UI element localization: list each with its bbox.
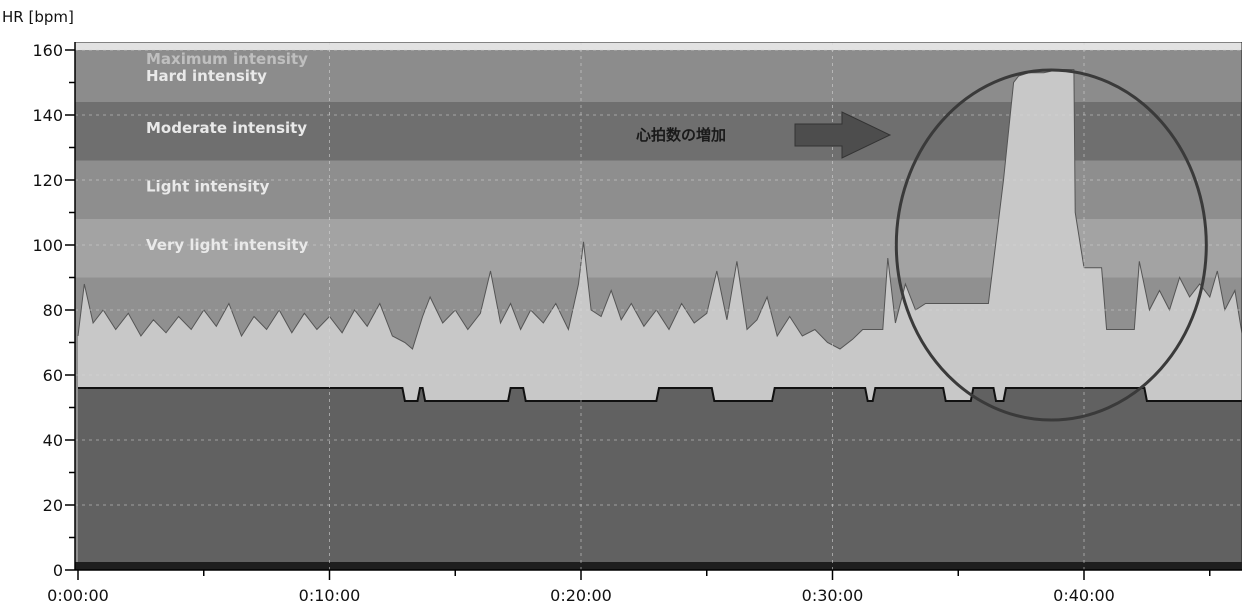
x-tick-label-4: 0:40:00 (1053, 586, 1115, 605)
y-tick-label-140: 140 (32, 106, 63, 125)
x-axis: 0:00:00 0:10:00 0:20:00 0:30:00 0:40:00 (47, 569, 1242, 605)
y-tick-label-120: 120 (32, 171, 63, 190)
highlight-ellipse (894, 68, 1208, 422)
x-tick-label-1: 0:10:00 (299, 586, 361, 605)
y-tick-label-160: 160 (32, 41, 63, 60)
hr-line (77, 69, 1242, 350)
zone-label-0: Maximum intensity (146, 50, 308, 68)
zone-label-1: Hard intensity (146, 67, 267, 85)
y-tick-label-0: 0 (53, 561, 63, 580)
y-tick-label-20: 20 (43, 496, 63, 515)
step-line (78, 387, 1242, 402)
annotation-text: 心拍数の増加 (636, 126, 726, 144)
zone-label-2: Moderate intensity (146, 119, 307, 137)
y-axis-title: HR [bpm] (2, 8, 74, 26)
y-tick-label-80: 80 (43, 301, 63, 320)
bottom-strip (75, 562, 1242, 570)
zone-label-4: Very light intensity (146, 236, 309, 254)
y-tick-label-40: 40 (43, 431, 63, 450)
x-tick-label-0: 0:00:00 (47, 586, 109, 605)
y-tick-label-100: 100 (32, 236, 63, 255)
y-tick-label-60: 60 (43, 366, 63, 385)
x-tick-label-3: 0:30:00 (802, 586, 864, 605)
annotation-arrow-icon (794, 111, 892, 159)
lower-band-fill (78, 388, 1242, 570)
zone-band-0 (75, 42, 1242, 50)
zone-label-3: Light intensity (146, 178, 270, 196)
x-tick-label-2: 0:20:00 (550, 586, 612, 605)
y-axis: 0 20 40 60 80 100 120 140 160 (32, 41, 76, 580)
